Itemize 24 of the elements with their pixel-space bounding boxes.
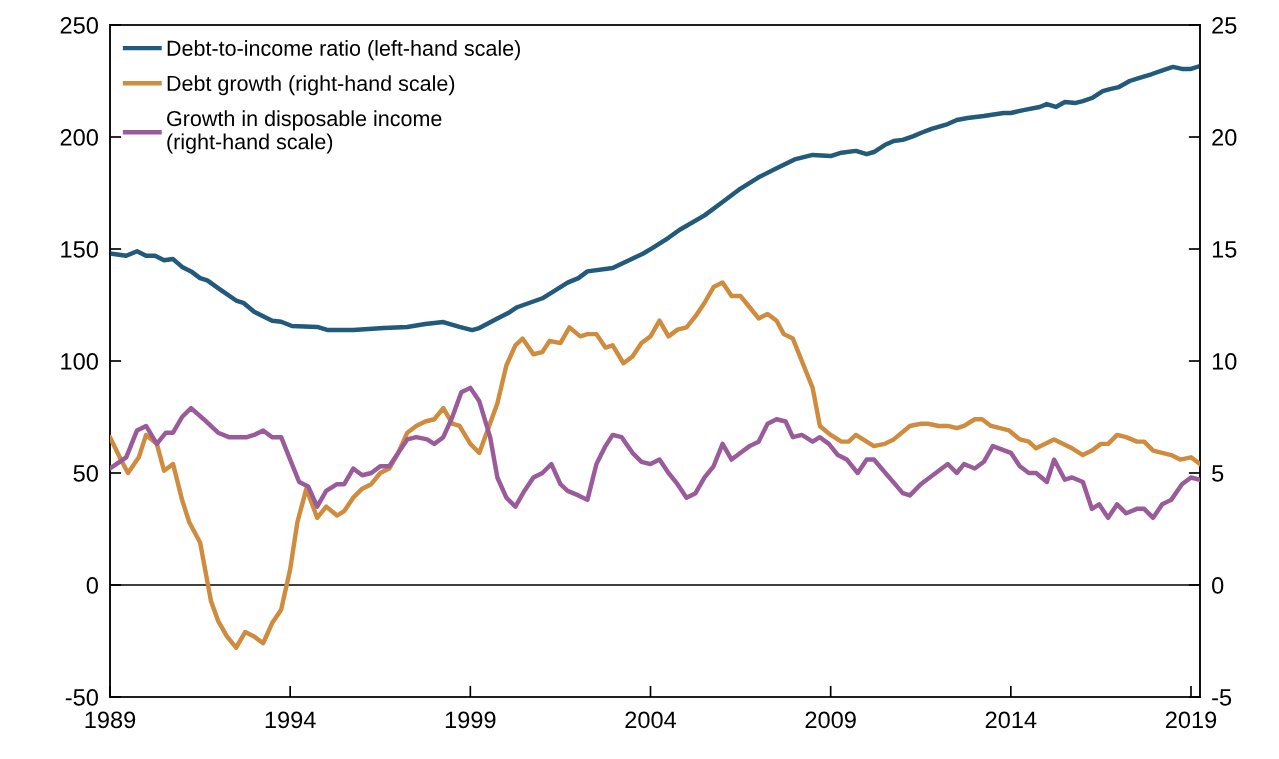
y2-tick-label: 25 bbox=[1212, 17, 1237, 34]
y-tick-label: -50 bbox=[65, 689, 98, 706]
x-tick-label: 2009 bbox=[805, 711, 856, 729]
legend-label: Debt growth (right-hand scale) bbox=[167, 75, 455, 96]
legend-label: Growth in disposable income (right-hand scale) bbox=[167, 110, 442, 154]
y-tick-label: 100 bbox=[61, 353, 98, 370]
legend-label: Debt-to-income ratio (left-hand scale) bbox=[167, 40, 520, 61]
y-tick-label: 250 bbox=[60, 17, 98, 34]
x-tick-label: 1994 bbox=[265, 711, 316, 729]
x-tick-label: 2014 bbox=[985, 711, 1037, 729]
y2-tick-label: 5 bbox=[1212, 465, 1224, 482]
y2-tick-label: -5 bbox=[1212, 689, 1232, 706]
x-tick-label: 2019 bbox=[1165, 711, 1217, 729]
x-tick-label: 2004 bbox=[625, 711, 677, 729]
y-tick-label: 150 bbox=[61, 241, 98, 258]
y2-tick-label: 10 bbox=[1212, 353, 1237, 370]
y2-tick-label: 0 bbox=[1212, 577, 1224, 594]
x-tick-label: 1999 bbox=[445, 711, 496, 729]
y-tick-label: 200 bbox=[60, 129, 98, 146]
y-tick-label: 50 bbox=[73, 465, 98, 482]
x-tick-label: 1989 bbox=[85, 711, 136, 729]
y-tick-label: 0 bbox=[86, 577, 98, 594]
y2-tick-label: 20 bbox=[1212, 129, 1237, 146]
y2-tick-label: 15 bbox=[1212, 241, 1237, 258]
